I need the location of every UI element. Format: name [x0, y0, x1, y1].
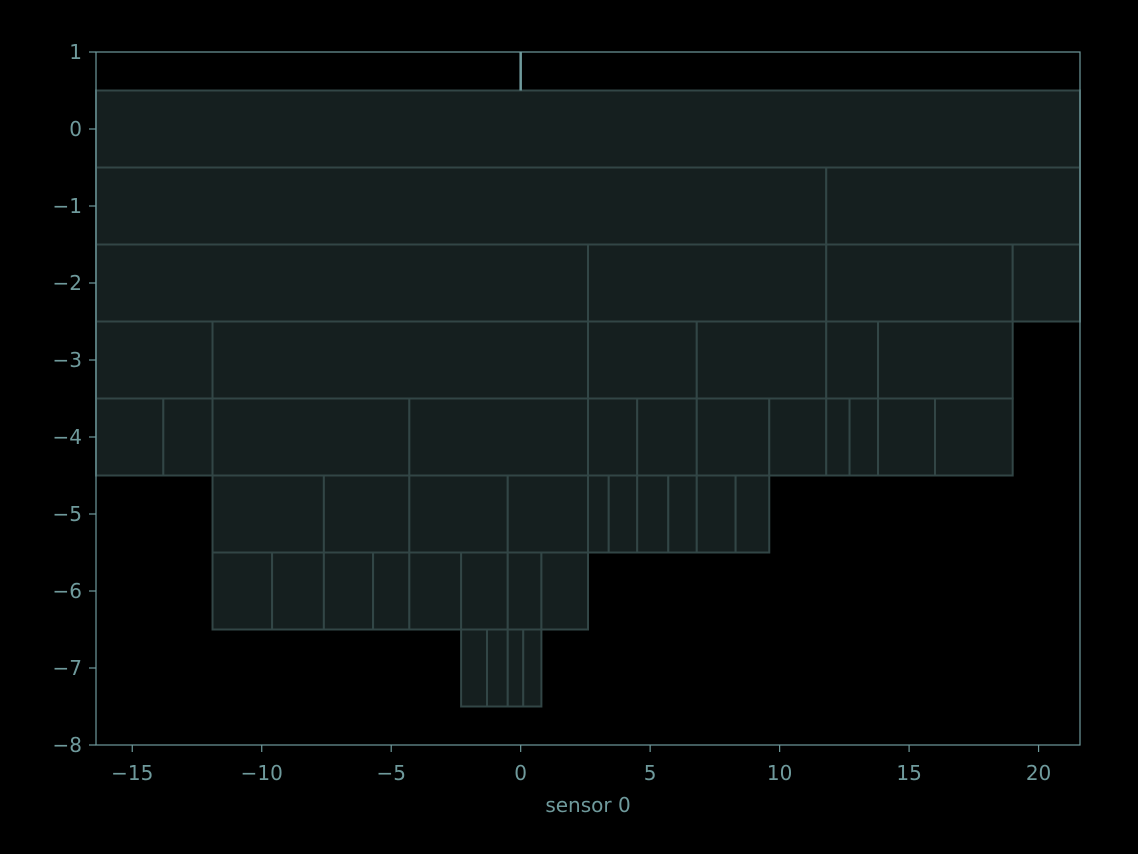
flame-box	[408, 474, 509, 554]
y-axis-ticks: 1 0 −1 −2 −3 −4 −5 −6 −7 −8	[53, 40, 96, 757]
flame-box	[95, 166, 828, 246]
flame-box	[271, 551, 325, 631]
flame-box	[540, 551, 589, 631]
flame-box	[408, 551, 463, 631]
flame-box	[607, 474, 639, 554]
flame-box	[825, 243, 1014, 323]
flame-box	[667, 474, 698, 554]
y-tick-label: 0	[69, 117, 82, 141]
flame-box	[587, 397, 639, 477]
flame-box	[95, 243, 589, 323]
flame-box	[587, 243, 828, 323]
flame-box	[636, 397, 698, 477]
flame-box	[486, 628, 509, 708]
x-tick-label: −5	[376, 761, 405, 785]
flame-box	[825, 397, 851, 477]
flame-box	[877, 320, 1014, 400]
flame-box	[211, 320, 590, 400]
flame-box	[695, 320, 828, 400]
flame-box	[877, 397, 936, 477]
x-tick-label: 15	[896, 761, 921, 785]
x-axis-label: sensor 0	[545, 793, 630, 817]
y-tick-label: −3	[53, 348, 82, 372]
y-tick-label: −8	[53, 733, 82, 757]
flame-box	[768, 397, 828, 477]
y-tick-label: −7	[53, 656, 82, 680]
flame-box	[1011, 243, 1082, 323]
flame-box	[95, 89, 1081, 169]
flame-box	[734, 474, 771, 554]
flame-box	[162, 397, 214, 477]
x-tick-label: −10	[241, 761, 283, 785]
flame-box	[636, 474, 670, 554]
y-tick-label: −6	[53, 579, 82, 603]
flame-box	[95, 397, 165, 477]
plot-frame	[95, 51, 1081, 746]
x-axis-ticks: −15 −10 −5 0 5 10 15 20	[111, 745, 1051, 785]
flame-box	[587, 474, 610, 554]
x-tick-label: 20	[1026, 761, 1051, 785]
flame-box	[522, 628, 543, 708]
flame-box	[506, 551, 543, 631]
y-tick-label: −4	[53, 425, 82, 449]
flame-box	[695, 474, 737, 554]
x-tick-label: 10	[767, 761, 792, 785]
flame-box	[95, 320, 214, 400]
flame-box	[825, 320, 880, 400]
flame-box	[587, 320, 698, 400]
flame-box	[848, 397, 880, 477]
flame-box	[211, 474, 325, 554]
flame-box	[322, 551, 375, 631]
flame-box	[211, 397, 411, 477]
flame-box	[825, 166, 1081, 246]
flame-box	[460, 628, 489, 708]
x-tick-label: 5	[644, 761, 657, 785]
flame-boxes	[95, 89, 1082, 708]
y-tick-label: −2	[53, 271, 82, 295]
x-tick-label: −15	[111, 761, 153, 785]
flame-box	[408, 397, 590, 477]
flame-box	[460, 551, 509, 631]
y-tick-label: 1	[69, 40, 82, 64]
flame-box	[322, 474, 411, 554]
flame-box	[506, 474, 589, 554]
flame-box	[933, 397, 1014, 477]
y-tick-label: −1	[53, 194, 82, 218]
flame-box	[211, 551, 274, 631]
flame-box	[372, 551, 411, 631]
x-tick-label: 0	[514, 761, 527, 785]
flame-box	[695, 397, 771, 477]
flame-box	[506, 628, 525, 708]
y-tick-label: −5	[53, 502, 82, 526]
